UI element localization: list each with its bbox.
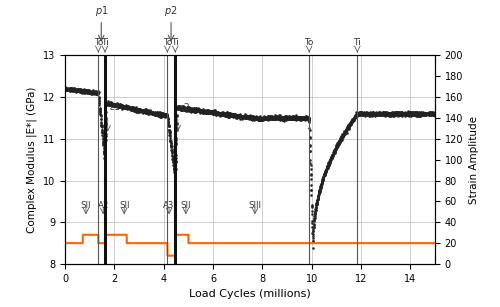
Text: To: To [94, 38, 103, 47]
Text: SII: SII [180, 201, 191, 210]
Text: Ti: Ti [172, 38, 179, 47]
Text: SII: SII [80, 201, 91, 210]
Text: SII: SII [119, 201, 130, 210]
Text: Ti: Ti [101, 38, 109, 47]
Y-axis label: Complex Modulus |E*| (GPa): Complex Modulus |E*| (GPa) [27, 87, 38, 233]
Text: $p2$: $p2$ [164, 4, 178, 18]
Text: To: To [162, 38, 172, 47]
Text: $p1$: $p1$ [94, 4, 108, 18]
Text: $\varepsilon 2$: $\varepsilon 2$ [179, 101, 190, 112]
Text: $\varepsilon 1$: $\varepsilon 1$ [109, 101, 120, 112]
Text: Ti: Ti [354, 38, 361, 47]
Text: SIII: SIII [248, 201, 262, 210]
Text: To: To [304, 38, 314, 47]
Y-axis label: Strain Amplitude: Strain Amplitude [469, 116, 479, 204]
X-axis label: Load Cycles (millions): Load Cycles (millions) [189, 289, 311, 299]
Text: A2: A2 [98, 201, 109, 210]
Text: A3: A3 [164, 201, 175, 210]
